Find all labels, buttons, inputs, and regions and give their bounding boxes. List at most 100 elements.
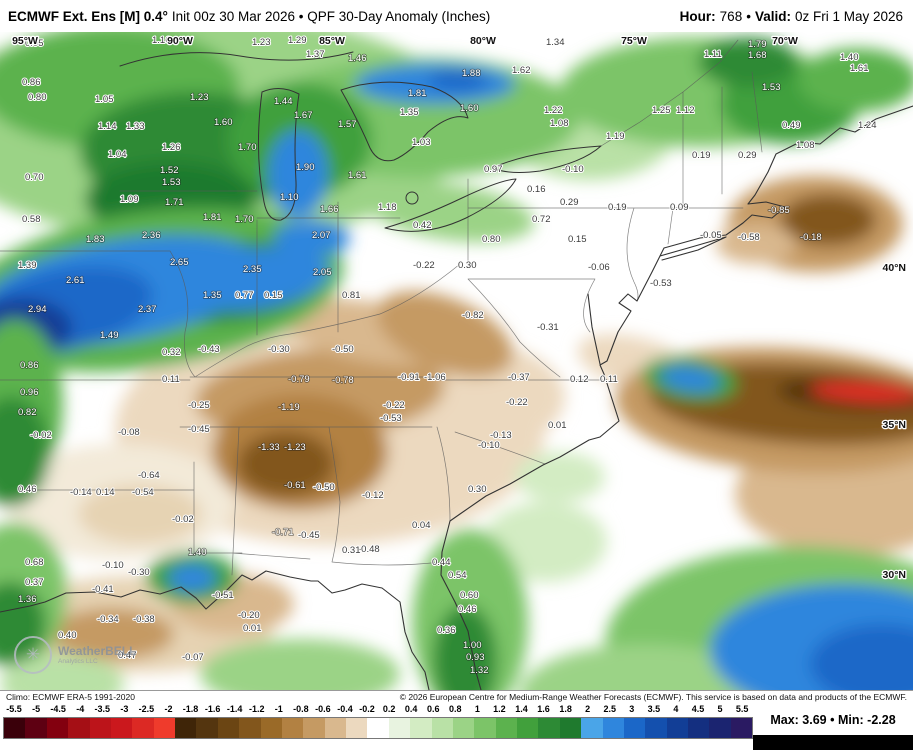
map-value-label: 1.10 [280,192,299,203]
colorbar-cell [688,718,710,738]
map-value-label: 0.30 [468,484,487,495]
colorbar-tick-label: -1.8 [182,704,199,714]
map-value-label: 0.72 [532,214,551,225]
map-value-label: -0.53 [650,278,672,289]
longitude-tick-label: 90°W [167,35,193,47]
maxmin-text: Max: 3.69 • Min: -2.28 [770,713,895,727]
map-value-label: -0.58 [738,232,760,243]
map-value-label: -0.10 [102,560,124,571]
map-value-label: 0.86 [22,77,41,88]
map-value-label: 1.18 [378,202,397,213]
map-value-label: 0.32 [162,347,181,358]
map-area: 0.95 1.16 1.23 1.29 1.37 1.46 1.88 1.62 1.34 1.11… [0,32,913,690]
map-value-label: 0.46 [18,484,37,495]
anomaly-region [810,624,913,690]
anomaly-region [274,220,350,256]
map-value-label: -0.07 [182,652,204,663]
map-value-label: 0.11 [162,374,180,385]
map-value-label: -0.41 [92,584,114,595]
map-value-label: 0.70 [25,172,44,183]
anomaly-region [433,605,497,690]
maxmin-bullet: • [830,713,835,727]
colorbar-tick-label: 0.2 [382,704,396,714]
map-value-label: 0.36 [437,625,456,636]
map-value-label: 1.62 [512,65,531,76]
anomaly-region [660,366,720,392]
anomaly-region [698,37,798,87]
map-value-label: 2.07 [312,230,331,241]
map-value-label: 1.03 [412,137,431,148]
map-value-label: -0.10 [562,164,584,175]
colorbar-labels: -5.5 -5 -4.5 -4 -3.5 -3 -2.5 -2 -1.8 -1.6 -1.4 -1.2… [3,704,753,717]
map-value-label: -0.79 [288,374,310,385]
maxmin-panel: Max: 3.69 • Min: -2.28 [753,702,913,750]
longitude-tick-label: 95°W [12,35,38,47]
map-value-label: 0.12 [570,374,589,385]
map-value-label: -1.33 [258,442,280,453]
climo-note: Climo: ECMWF ERA-5 1991-2020 [6,691,135,702]
map-value-label: -0.06 [588,262,610,273]
map-value-label: -0.02 [30,430,52,441]
map-value-label: 1.29 [288,35,307,46]
map-value-label: 0.37 [25,577,44,588]
weatherbell-logo: ✳ WeatherBELL Analytics LLC [14,636,136,674]
colorbar-cell [110,718,133,738]
anomaly-region [200,639,400,690]
map-value-label: 1.53 [162,177,181,188]
anomaly-region [238,432,334,496]
map-value-label: 0.95 [25,38,44,49]
map-value-label: 0.30 [458,260,477,271]
map-value-label: 0.47 [118,650,137,661]
map-value-label: 1.00 [463,640,482,651]
map-value-label: 1.11 [704,49,722,60]
colorbar-cell [303,718,325,738]
map-value-label: 0.01 [548,420,567,431]
map-value-label: 2.05 [313,267,332,278]
colorbar-cell [452,718,475,738]
colorbar-cell [431,718,453,738]
map-value-label: -0.38 [133,614,155,625]
colorbar-cell [645,718,667,738]
colorbar-cell [239,718,261,738]
colorbar-tick-label: 0.4 [404,704,418,714]
colorbar-cell [388,718,411,738]
map-value-label: 0.86 [20,360,39,371]
map-value-label: 1.35 [400,107,419,118]
colorbar-cell [89,718,111,738]
colorbar-cell [474,718,496,738]
map-value-label: 1.40 [188,547,207,558]
colorbar-tick-label: -2.5 [138,704,155,714]
hour-label: Hour: [679,8,716,24]
anomaly-region [810,381,913,403]
map-value-label: -0.12 [362,490,384,501]
map-value-label: 1.60 [214,117,233,128]
colorbar-cells [3,717,753,739]
map-value-label: 1.53 [762,82,781,93]
map-value-label: -0.37 [508,372,530,383]
map-value-label: 1.88 [462,68,481,79]
colorbar-cell [153,718,175,738]
colorbar-cell [623,718,646,738]
map-value-label: 0.29 [738,150,757,161]
map-value-label: 0.44 [432,557,451,568]
colorbar-tick-label: 2.5 [603,704,616,714]
map-value-label: 0.60 [460,590,479,601]
colorbar: -5.5 -5 -4.5 -4 -3.5 -3 -2.5 -2 -1.8 -1.6 -1.4 -1.2… [0,702,753,750]
colorbar-tick-label: -4.5 [50,704,66,714]
copyright-note: © 2026 European Centre for Medium-Range … [399,691,907,702]
map-value-label: -0.64 [138,470,160,481]
map-value-label: 0.68 [25,557,44,568]
weather-map: 0.95 1.16 1.23 1.29 1.37 1.46 1.88 1.62 1.34 1.11… [0,32,913,690]
map-value-label: 0.81 [342,290,361,301]
colorbar-cell [730,718,753,738]
anomaly-region [780,194,876,246]
map-value-label: -0.54 [132,487,154,498]
map-value-label: 1.08 [796,140,815,151]
map-value-label: -0.53 [380,413,402,424]
map-value-labels: 0.95 1.16 1.23 1.29 1.37 1.46 1.88 1.62 1.34 1.11… [17,34,878,677]
map-value-label: 0.49 [782,120,801,131]
colorbar-tick-label: 1 [474,704,480,714]
map-value-label: 0.16 [527,184,546,195]
anomaly-region [798,48,913,112]
map-geography [0,39,913,690]
